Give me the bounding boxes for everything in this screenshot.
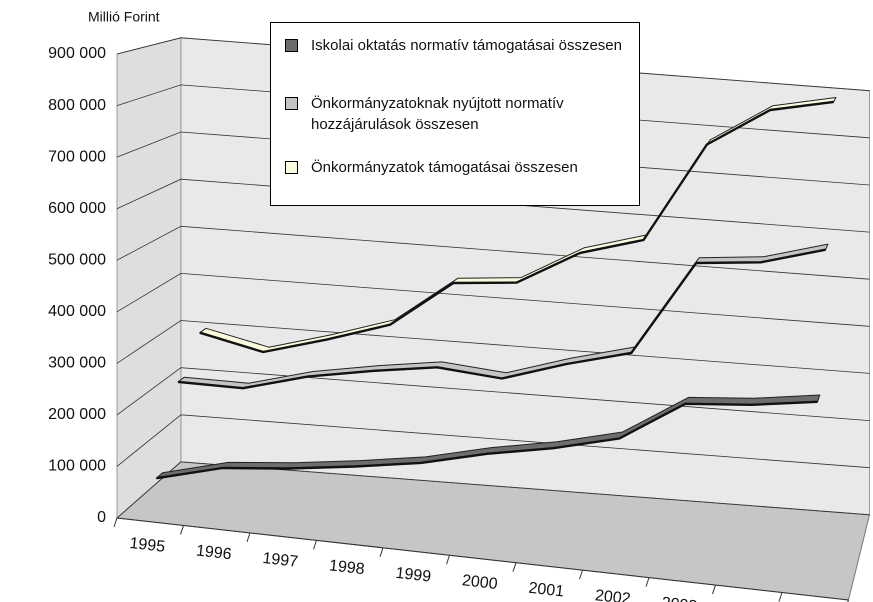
grid-line [116, 461, 870, 519]
grid-line [116, 414, 870, 469]
x-tick [113, 517, 118, 528]
y-tick-label: 700 000 [48, 148, 106, 165]
x-tick [446, 555, 450, 565]
x-tick [246, 532, 251, 543]
x-tick [778, 592, 783, 602]
x-tick [579, 569, 583, 580]
legend-item: Iskolai oktatás normatív támogatásai öss… [285, 35, 625, 56]
side-wall [116, 37, 182, 520]
x-tick-label: 2002 [594, 587, 631, 602]
grid-line [116, 272, 870, 327]
grid-line [116, 225, 870, 280]
legend-item: Önkormányzatoknak nyújtott normatív hozz… [285, 93, 625, 135]
series-line [177, 248, 826, 390]
x-tick [379, 547, 384, 557]
y-tick-label: 0 [97, 509, 106, 526]
legend-item: Önkormányzatok támogatásai összesen [285, 157, 625, 178]
y-tick-label: 800 000 [48, 97, 106, 114]
legend-label: Önkormányzatok támogatásai összesen [311, 159, 578, 176]
x-tick [847, 599, 849, 602]
x-tick [512, 562, 517, 572]
x-tick-label: 2001 [528, 580, 565, 601]
x-tick-label: 2003 [661, 595, 698, 602]
legend-label: Iskolai oktatás normatív támogatásai öss… [311, 37, 622, 54]
x-tick-label: 1995 [129, 535, 166, 556]
x-tick-label: 2000 [461, 572, 498, 593]
y-axis-label: Millió Forint [88, 9, 160, 25]
y-tick-label: 100 000 [48, 458, 106, 475]
legend-swatch [285, 97, 298, 110]
x-tick-label: 1997 [262, 550, 299, 571]
grid-line [116, 367, 870, 421]
x-tick [712, 584, 716, 595]
legend-swatch [285, 161, 298, 174]
legend-label: Önkormányzatoknak nyújtott normatív hozz… [311, 95, 564, 133]
x-tick-label: 1996 [195, 542, 232, 563]
y-tick-label: 400 000 [48, 303, 106, 320]
grid-line [116, 178, 870, 233]
x-axis-line [116, 517, 849, 601]
x-tick [645, 577, 650, 587]
x-tick-label: 1998 [328, 557, 365, 578]
y-tick-label: 900 000 [48, 45, 106, 62]
grid-line [116, 320, 870, 374]
x-tick-label: 1999 [395, 565, 432, 586]
y-tick-label: 300 000 [48, 355, 106, 372]
series-line [199, 100, 834, 354]
legend: Iskolai oktatás normatív támogatásai öss… [270, 22, 640, 206]
x-tick [180, 525, 184, 535]
y-tick-label: 600 000 [48, 200, 106, 217]
series-line [156, 400, 818, 480]
y-tick-label: 200 000 [48, 406, 106, 423]
legend-swatch [285, 39, 298, 52]
y-tick-label: 500 000 [48, 251, 106, 268]
x-tick [313, 540, 317, 550]
